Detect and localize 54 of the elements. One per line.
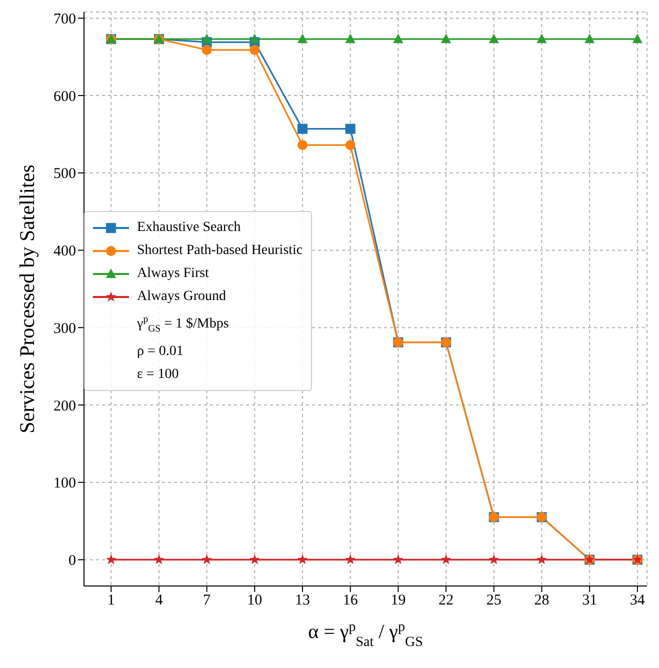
point <box>202 44 212 55</box>
point <box>298 34 308 44</box>
y-tick-label: 400 <box>54 244 76 260</box>
point <box>536 34 547 44</box>
y-tick-label: 500 <box>54 166 76 182</box>
point <box>297 554 308 564</box>
y-tick-label: 700 <box>54 12 76 28</box>
annotation: ρ = 0.01 <box>137 344 184 360</box>
legend-label: Shortest Path-based Heuristic <box>137 242 303 260</box>
point <box>202 34 212 44</box>
x-tick-label: 7 <box>203 592 212 609</box>
y-axis-title: Services Processed by Satellites <box>15 164 39 434</box>
y-tick-label: 300 <box>54 320 76 337</box>
point <box>345 124 356 134</box>
x-tick-label: 4 <box>155 592 164 609</box>
x-tick-label: 28 <box>534 592 550 609</box>
x-tick-label: 34 <box>630 592 646 609</box>
y-tick-label: 600 <box>54 88 76 105</box>
legend-label: Exhaustive Search <box>137 219 241 237</box>
point <box>536 554 547 564</box>
point <box>154 554 164 564</box>
point <box>392 554 404 564</box>
y-tick-label: 0 <box>68 553 76 570</box>
x-tick-label: 31 <box>582 592 598 609</box>
point <box>250 34 260 44</box>
annotation: γ$^{p}$$_{GS}$ = 1 $/Mbps <box>137 314 229 334</box>
point <box>584 34 595 44</box>
point <box>202 554 212 564</box>
point <box>345 34 356 44</box>
y-tick-label: 100 <box>54 476 76 492</box>
point <box>440 554 452 564</box>
point <box>298 140 308 150</box>
legend-label: Always First <box>137 265 209 283</box>
point <box>345 554 356 564</box>
x-tick-label: 16 <box>342 592 358 609</box>
y-tick-label: 200 <box>54 398 76 414</box>
point <box>250 44 260 55</box>
x-tick-label: 19 <box>390 592 406 609</box>
legend-label: Always Ground <box>137 288 226 306</box>
point <box>441 34 452 44</box>
x-tick-label: 22 <box>438 592 454 609</box>
x-tick-label: 10 <box>247 592 262 609</box>
point <box>106 554 116 564</box>
point <box>488 554 500 564</box>
x-tick-label: 13 <box>295 592 310 609</box>
annotation: ε = 100 <box>137 367 179 382</box>
point <box>393 34 404 44</box>
x-tick-label: 1 <box>107 592 115 609</box>
point <box>249 554 260 564</box>
point <box>488 34 499 44</box>
point <box>345 140 356 150</box>
point <box>298 124 308 134</box>
x-tick-label: 25 <box>486 592 502 609</box>
point <box>632 34 642 44</box>
